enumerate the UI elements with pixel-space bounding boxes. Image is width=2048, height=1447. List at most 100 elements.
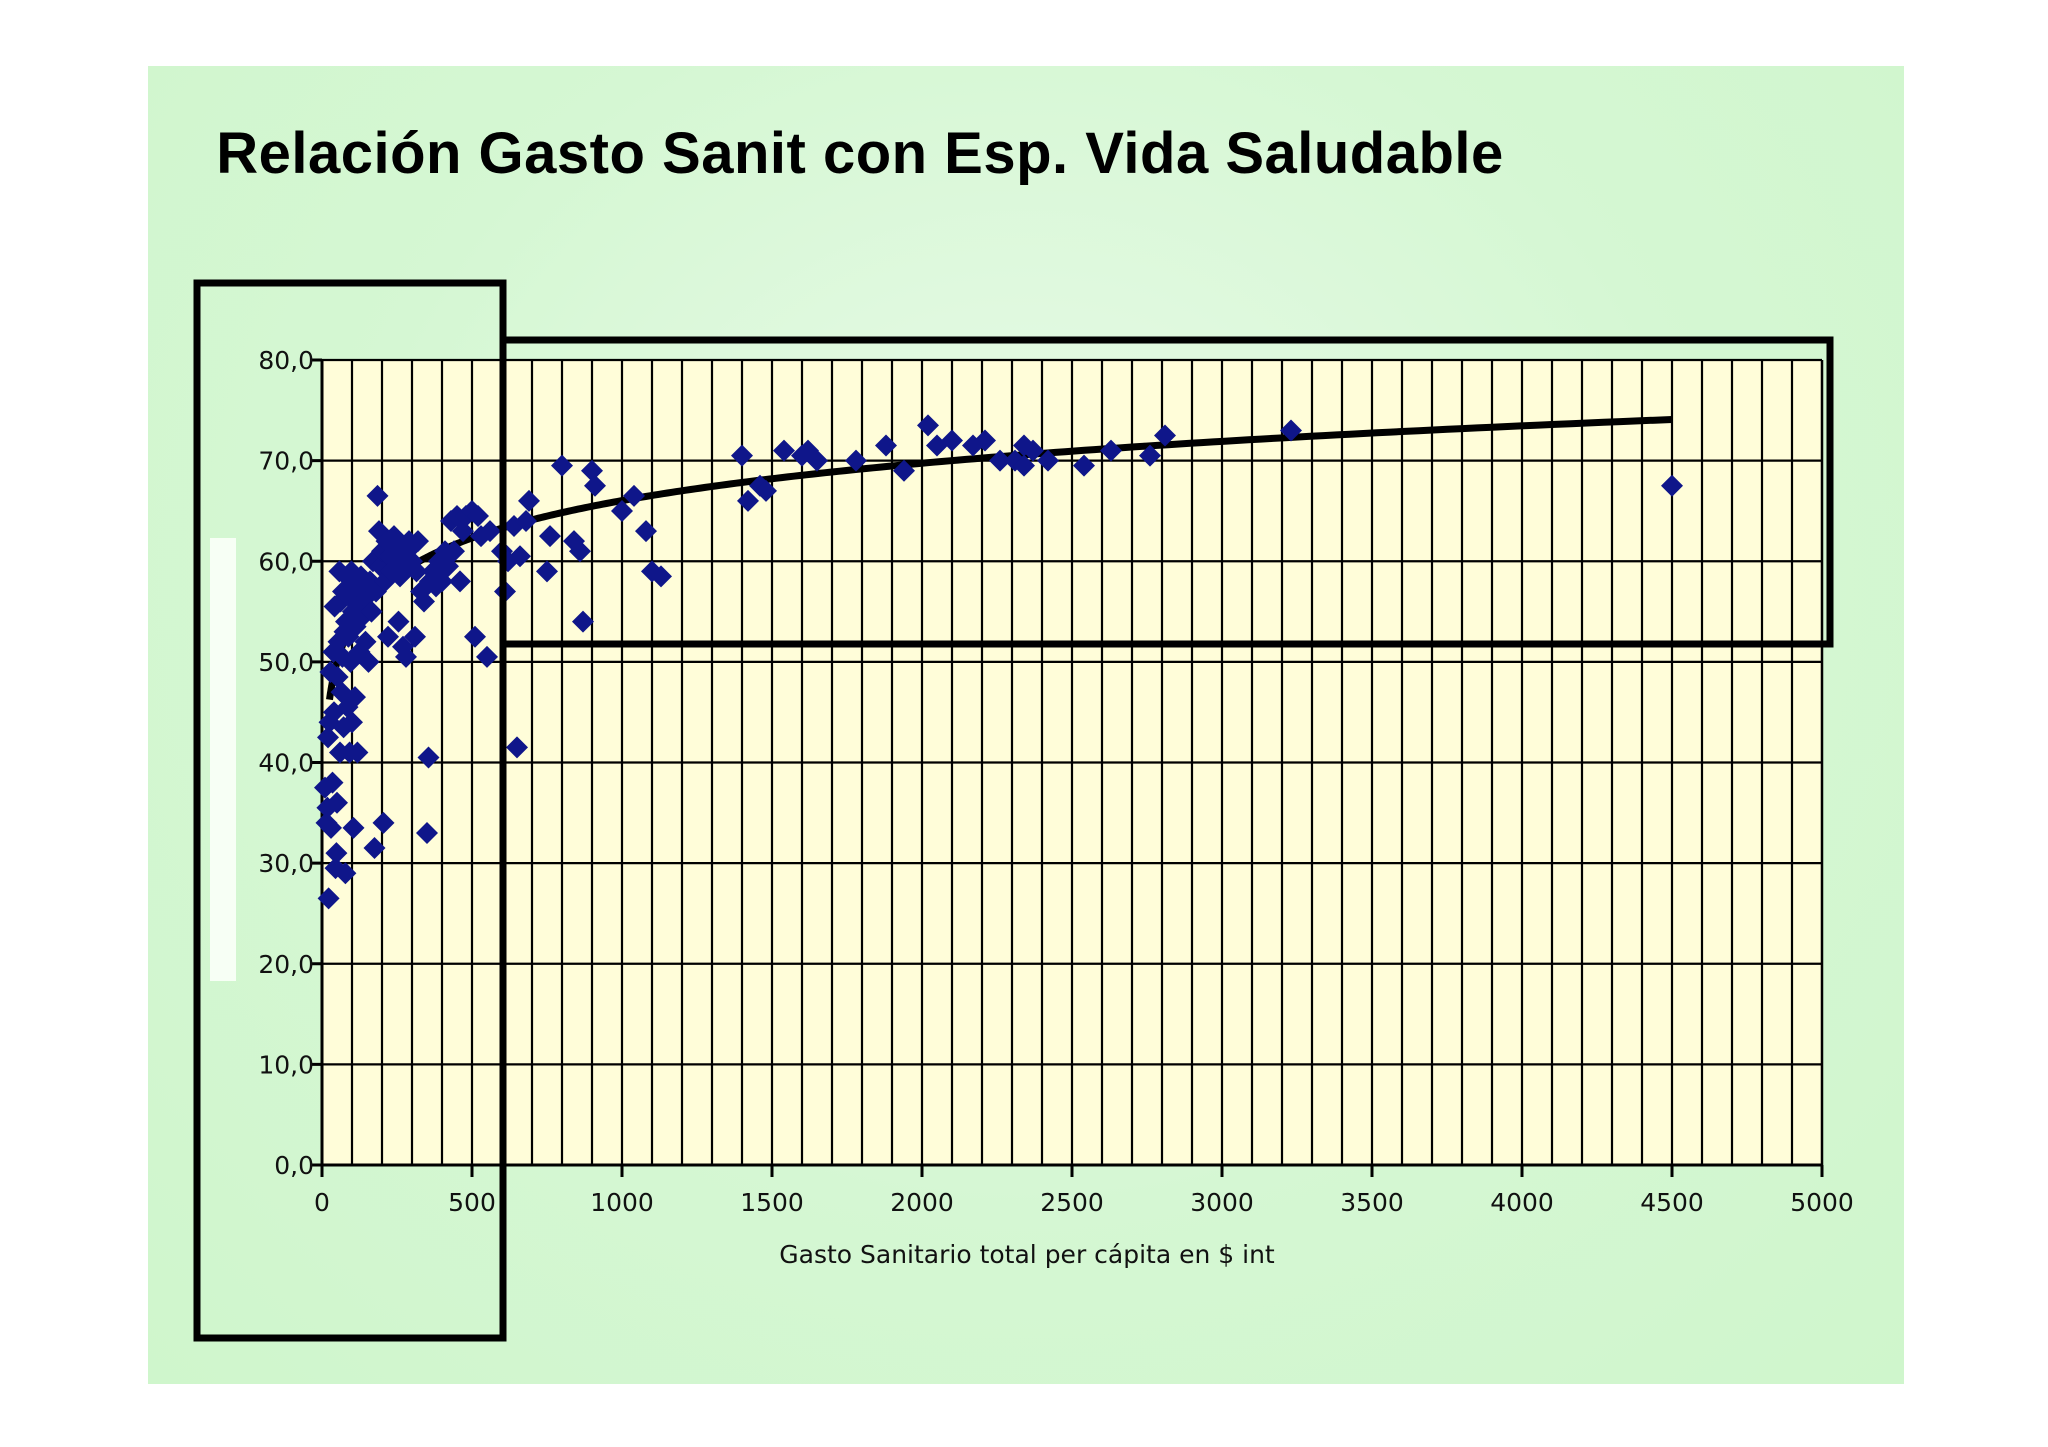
x-tick-label: 1000 <box>590 1188 654 1217</box>
data-point <box>395 645 417 668</box>
data-point <box>755 479 777 502</box>
data-point <box>509 545 531 568</box>
data-point <box>464 625 486 648</box>
x-tick-label: 4000 <box>1490 1188 1554 1217</box>
highlight-boxes <box>193 279 1834 1342</box>
x-tick-label: 500 <box>448 1188 496 1217</box>
data-point <box>320 816 342 839</box>
data-point <box>581 459 603 482</box>
data-point <box>773 439 795 462</box>
data-point <box>989 449 1011 472</box>
data-point <box>1037 449 1059 472</box>
data-point <box>413 590 435 613</box>
data-point <box>344 686 366 709</box>
chart-title: Relación Gasto Sanit con Esp. Vida Salud… <box>216 121 1504 186</box>
data-point <box>893 459 915 482</box>
data-point <box>518 489 540 512</box>
data-point <box>623 484 645 507</box>
data-point <box>334 862 357 885</box>
data-point <box>1100 439 1122 462</box>
data-point <box>443 540 465 563</box>
data-point <box>325 842 348 865</box>
data-point <box>326 665 349 688</box>
y-tick-label: 50,0 <box>258 648 314 677</box>
data-point <box>377 625 399 648</box>
x-axis-label: Gasto Sanitario total per cápita en $ in… <box>779 1240 1275 1269</box>
data-point <box>317 887 340 910</box>
data-point <box>449 570 471 593</box>
y-tick-label: 70,0 <box>258 447 314 476</box>
x-tick-labels: 0 500 1000 1500 2000 2500 3000 3500 4000 4500 5000 <box>314 1188 1854 1217</box>
data-point <box>806 449 828 472</box>
data-point <box>1073 454 1095 477</box>
data-point <box>737 489 759 512</box>
data-point <box>506 736 528 759</box>
data-points <box>314 414 1683 910</box>
data-point <box>417 746 440 769</box>
data-point <box>360 600 383 623</box>
y-tick-label: 40,0 <box>258 749 314 778</box>
x-tick-label: 2000 <box>890 1188 954 1217</box>
data-point <box>536 560 558 583</box>
data-point <box>845 449 867 472</box>
highlight-box-high-life-expectancy <box>499 336 1834 648</box>
data-point <box>372 811 395 834</box>
data-point <box>416 821 438 844</box>
data-point <box>326 791 348 814</box>
data-point <box>366 484 389 507</box>
data-point <box>875 434 897 457</box>
y-tick-labels: 0,0 10,0 20,0 30,0 40,0 50,0 60,0 70,0 80,0 <box>258 346 314 1180</box>
data-point <box>515 510 537 532</box>
white-strip <box>210 538 236 981</box>
x-tick-label: 3000 <box>1190 1188 1254 1217</box>
x-tick-label: 2500 <box>1040 1188 1104 1217</box>
data-point <box>1661 474 1683 497</box>
data-point <box>974 429 996 452</box>
data-point <box>476 645 498 668</box>
data-point <box>941 429 963 452</box>
data-point <box>917 414 939 437</box>
data-point <box>731 444 753 467</box>
y-tick-label: 10,0 <box>258 1050 314 1079</box>
data-point <box>452 520 474 543</box>
x-tick-label: 4500 <box>1640 1188 1704 1217</box>
y-tick-label: 0,0 <box>274 1151 314 1180</box>
grid-horizontal <box>322 358 1822 1066</box>
y-tick-label: 80,0 <box>258 346 314 375</box>
data-point <box>404 625 426 648</box>
x-tick-label: 1500 <box>740 1188 804 1217</box>
data-point <box>363 837 386 860</box>
data-point <box>407 530 429 553</box>
data-point <box>584 474 606 497</box>
data-point <box>635 520 657 543</box>
data-point <box>539 525 561 548</box>
data-point <box>1280 419 1302 442</box>
data-point <box>354 630 377 653</box>
data-point <box>405 560 428 583</box>
axes <box>312 358 1824 1177</box>
highlight-box-low-spending <box>193 279 507 1342</box>
x-tick-label: 5000 <box>1790 1188 1854 1217</box>
y-tick-label: 30,0 <box>258 849 314 878</box>
x-tick-label: 0 <box>314 1188 330 1217</box>
data-point <box>317 726 339 749</box>
data-point <box>1154 424 1176 447</box>
data-point <box>479 520 501 543</box>
data-point <box>387 610 410 633</box>
data-point <box>346 741 369 764</box>
data-point <box>611 499 633 522</box>
x-tick-label: 3500 <box>1340 1188 1404 1217</box>
data-point <box>1022 439 1044 462</box>
data-point <box>357 650 380 673</box>
data-point <box>650 565 672 588</box>
data-point <box>572 610 594 633</box>
data-point <box>341 711 363 734</box>
data-point <box>342 816 365 839</box>
data-point <box>321 771 344 794</box>
data-point <box>467 504 489 527</box>
data-point <box>1013 454 1035 477</box>
data-point <box>1139 444 1161 467</box>
data-point <box>551 454 573 477</box>
y-tick-label: 20,0 <box>258 950 314 979</box>
